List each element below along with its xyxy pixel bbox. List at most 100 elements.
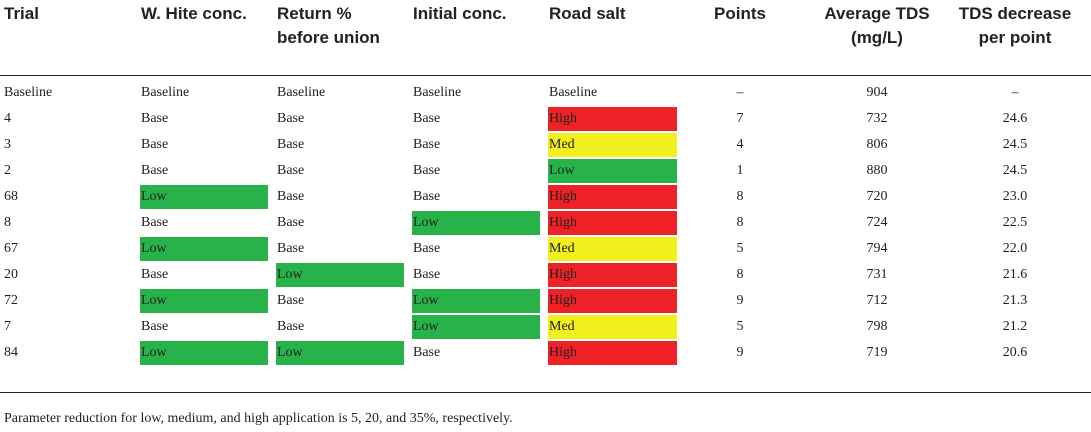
column-header-line: W. Hite conc. xyxy=(141,4,247,23)
table-cell: 1 xyxy=(736,163,744,178)
table-cell: 7 xyxy=(4,319,11,334)
table-cell: – xyxy=(736,85,744,100)
table-cell: Med xyxy=(548,315,677,339)
table-cell: 22.0 xyxy=(1002,241,1028,256)
table-cell: Base xyxy=(141,215,169,230)
table-cell: 4 xyxy=(4,111,11,126)
table-row: 2 Base Base Base Low 1 880 24.5 xyxy=(0,158,1091,184)
table-cell: 719 xyxy=(866,345,888,360)
table-cell: Base xyxy=(277,111,305,126)
table-cell: Base xyxy=(277,137,305,152)
table-cell: 798 xyxy=(866,319,888,334)
table-cell: 5 xyxy=(736,319,744,334)
column-header-6: Average TDS (mg/L) xyxy=(817,2,937,50)
table-cell: 23.0 xyxy=(1002,189,1028,204)
table-cell: Base xyxy=(277,189,305,204)
table-cell: Base xyxy=(141,163,169,178)
table-row: 7 Base Base Low Med 5 798 21.2 xyxy=(0,314,1091,340)
table-row: Baseline Baseline Baseline Baseline Baseline… xyxy=(0,80,1091,106)
table-cell: Base xyxy=(413,163,441,178)
table-row: 20 Base Low Base High 8 731 21.6 xyxy=(0,262,1091,288)
table-cell: 24.5 xyxy=(1002,137,1028,152)
column-header-3: Initial conc. xyxy=(413,2,507,26)
table-row: 68 Low Base Base High 8 720 23.0 xyxy=(0,184,1091,210)
table-cell: Base xyxy=(277,163,305,178)
table-cell: Baseline xyxy=(141,85,190,100)
table-cell: 7 xyxy=(736,111,744,126)
table-cell: Base xyxy=(413,267,441,282)
table-row: 4 Base Base Base High 7 732 24.6 xyxy=(0,106,1091,132)
table-cell: 24.5 xyxy=(1002,163,1028,178)
table-cell: Base xyxy=(141,137,169,152)
table-cell: 72 xyxy=(4,293,18,308)
table-row: 84 Low Low Base High 9 719 20.6 xyxy=(0,340,1091,366)
table-cell: Med xyxy=(548,237,677,261)
table-row: 72 Low Base Low High 9 712 21.3 xyxy=(0,288,1091,314)
table-cell: 880 xyxy=(866,163,888,178)
table-cell: 9 xyxy=(736,293,744,308)
table-bottom-rule xyxy=(0,392,1091,393)
table-cell: 2 xyxy=(4,163,11,178)
table-cell: 806 xyxy=(866,137,888,152)
table-cell: Base xyxy=(141,319,169,334)
table-cell: 4 xyxy=(736,137,744,152)
table-row: 3 Base Base Base Med 4 806 24.5 xyxy=(0,132,1091,158)
table-cell: High xyxy=(548,263,677,287)
column-header-line: before union xyxy=(277,28,380,47)
table-cell: High xyxy=(548,341,677,365)
table-cell: 21.6 xyxy=(1002,267,1028,282)
table-cell: Base xyxy=(277,215,305,230)
table-cell: 20.6 xyxy=(1002,345,1028,360)
table-cell: 22.5 xyxy=(1002,215,1028,230)
table-cell: Low xyxy=(140,289,268,313)
table-cell: 720 xyxy=(866,189,888,204)
table-cell: 732 xyxy=(866,111,888,126)
table-cell: – xyxy=(1011,85,1019,100)
table-cell: Baseline xyxy=(413,85,462,100)
column-header-line: Points xyxy=(714,4,766,23)
column-header-line: Initial conc. xyxy=(413,4,507,23)
table-cell: High xyxy=(548,185,677,209)
table-cell: Base xyxy=(277,319,305,334)
table-cell: 24.6 xyxy=(1002,111,1028,126)
table-cell: Base xyxy=(413,189,441,204)
column-header-1: W. Hite conc. xyxy=(141,2,247,26)
table-cell: Low xyxy=(140,237,268,261)
table-cell: Base xyxy=(413,111,441,126)
table-cell: Low xyxy=(548,159,677,183)
column-header-line: per point xyxy=(978,28,1052,47)
table-cell: 21.2 xyxy=(1002,319,1028,334)
table-cell: Med xyxy=(548,133,677,157)
table-cell: Baseline xyxy=(4,85,53,100)
table-cell: Low xyxy=(276,341,404,365)
table-cell: 21.3 xyxy=(1002,293,1028,308)
table-cell: High xyxy=(548,107,677,131)
table-cell: 8 xyxy=(736,267,744,282)
table-cell: Low xyxy=(140,185,268,209)
column-header-line: Return % xyxy=(277,4,352,23)
table-cell: Base xyxy=(141,111,169,126)
table-body: Baseline Baseline Baseline Baseline Baseline… xyxy=(0,80,1091,366)
table-cell: 904 xyxy=(866,85,888,100)
table-cell: 8 xyxy=(736,215,744,230)
table-cell: Low xyxy=(412,211,540,235)
table-cell: Base xyxy=(413,137,441,152)
table-cell: 84 xyxy=(4,345,18,360)
table-cell: Base xyxy=(277,293,305,308)
table-header: Trial W. Hite conc. Return % before union In… xyxy=(0,0,1091,76)
table-cell: 724 xyxy=(866,215,888,230)
column-header-line: Road salt xyxy=(549,4,626,23)
table-cell: Baseline xyxy=(277,85,326,100)
table-cell: Low xyxy=(140,341,268,365)
table-cell: 3 xyxy=(4,137,11,152)
table-row: 67 Low Base Base Med 5 794 22.0 xyxy=(0,236,1091,262)
column-header-line: TDS decrease xyxy=(958,4,1072,23)
column-header-7: TDS decrease per point xyxy=(945,2,1085,50)
table-cell: Baseline xyxy=(549,85,598,100)
column-header-line: Trial xyxy=(4,4,39,23)
table-cell: Low xyxy=(412,315,540,339)
column-header-line: (mg/L) xyxy=(851,28,903,47)
table-cell: Low xyxy=(412,289,540,313)
table-cell: Base xyxy=(141,267,169,282)
